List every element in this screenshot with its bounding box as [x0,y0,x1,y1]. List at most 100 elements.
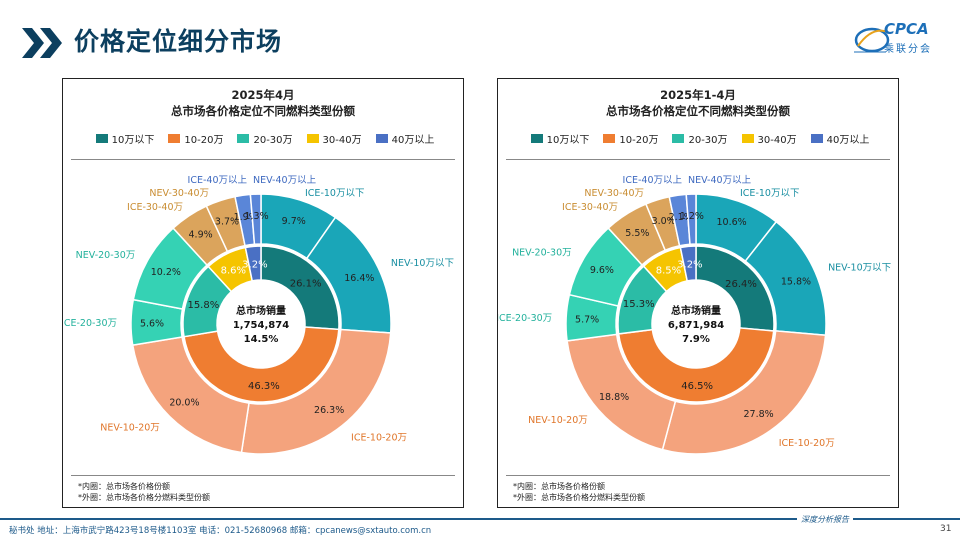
legend-label: 40万以上 [391,135,435,146]
inner-ring-slice [244,245,262,282]
outer-category-label: ICE-40万以上 [188,175,248,186]
legend-swatch [603,134,616,143]
legend-item: 20-30万 [237,131,293,146]
legend-swatch [741,134,754,143]
outer-ring-slice [661,330,827,455]
outer-category-label: ICE-10-20万 [779,438,835,449]
note-outer: *外圈：总市场各价格分燃料类型份额 [78,493,210,502]
outer-slice-label: 5.5% [625,228,649,239]
divider-bottom [71,475,455,476]
center-label: 总市场销量 [671,304,721,317]
outer-category-label: ICE-10万以下 [305,188,364,199]
divider-top [71,159,455,160]
legend-item: 40万以上 [375,131,435,146]
outer-slice-label: 18.8% [599,392,629,403]
outer-slice-label: 1.3% [244,211,268,222]
cpca-logo-icon [854,27,890,53]
legend-swatch [168,134,181,143]
outer-slice-label: 2.1% [669,212,693,223]
outer-category-label: ICE-30-40万 [562,202,618,213]
legend-item: 10万以下 [530,131,590,146]
chart-notes: *内圈：总市场各价格份额 *外圈：总市场各价格分燃料类型份额 [78,481,210,503]
outer-category-label: NEV-40万以上 [253,175,317,186]
outer-slice-label: 9.6% [590,265,614,276]
legend-swatch [530,134,543,143]
legend-item: 30-40万 [306,131,362,146]
legend-swatch [375,134,388,143]
chart-title-line1: 2025年1-4月 [660,88,736,102]
chart-title-line2: 总市场各价格定位不同燃料类型份额 [171,104,355,118]
outer-slice-label: 26.3% [314,405,344,416]
chart-panel-april: 2025年4月 总市场各价格定位不同燃料类型份额 10万以下 10-20万 20… [62,78,464,508]
outer-category-label: ICE-40万以上 [623,175,683,186]
note-inner: *内圈：总市场各价格份额 [78,482,170,491]
inner-slice-label: 15.8% [187,300,219,311]
outer-category-label: ICE-10万以下 [740,188,799,199]
logo-text: CPCA [884,20,929,38]
outer-category-label: NEV-20-30万 [512,247,572,258]
donut-chart-jan-apr: 26.4% 46.5% 15.3% 8.5%3.2% 10.6% ICE-10万以下 15.… [498,175,891,455]
legend-swatch [95,134,108,143]
inner-slice-label: 26.4% [725,279,757,290]
inner-slice-label: 8.5% [656,266,681,277]
inner-slice-label: 46.5% [681,381,713,392]
inner-slice-label: 26.1% [290,278,322,289]
center-value: 6,871,984 [668,320,724,331]
outer-slice-label: 10.2% [151,267,181,278]
logo-subtext: 乘联分会 [884,44,932,55]
legend-swatch [672,134,685,143]
inner-slice-label: 8.6% [221,266,246,277]
legend-label: 30-40万 [322,135,362,146]
legend-item: 10-20万 [168,131,223,146]
inner-slice-label: 3.2% [677,259,702,270]
outer-category-label: NEV-30-40万 [149,188,209,199]
outer-category-label: NEV-40万以上 [688,175,752,186]
legend-label: 40万以上 [826,135,870,146]
inner-slice-label: 15.3% [623,299,655,310]
chart-title-line1: 2025年4月 [231,88,295,102]
outer-slice-label: 3.0% [652,216,676,227]
legend-label: 20-30万 [688,135,728,146]
center-value: 1,754,874 [233,320,289,331]
double-chevron-icon [22,28,62,58]
center-label: 总市场销量 [236,304,286,317]
outer-category-label: NEV-10-20万 [528,415,588,426]
note-outer: *外圈：总市场各价格分燃料类型份额 [513,493,645,502]
center-growth: 7.9% [682,334,710,345]
legend-item: 10-20万 [603,131,658,146]
outer-category-label: ICE-20-30万 [63,318,117,329]
legend-label: 10-20万 [184,135,224,146]
outer-ring-slice [685,193,697,246]
legend-swatch [237,134,250,143]
note-inner: *内圈：总市场各价格份额 [513,482,605,491]
chart-legend: 10万以下 10-20万 20-30万 30-40万 40万以上 [520,131,880,146]
outer-slice-label: 27.8% [744,409,774,420]
outer-slice-label: 15.8% [781,277,811,288]
page-title: 价格定位细分市场 [74,27,283,56]
legend-item: 30-40万 [741,131,797,146]
donut-chart-april: 26.1% 46.3% 15.8% 8.6%3.2% 9.7% ICE-10万以下 16.4… [63,175,454,455]
legend-swatch [306,134,319,143]
outer-slice-label: 5.6% [140,319,164,330]
legend-label: 10万以下 [546,135,590,146]
outer-category-label: NEV-20-30万 [76,250,136,261]
outer-category-label: NEV-10万以下 [828,263,891,274]
legend-label: 20-30万 [253,135,293,146]
legend-label: 30-40万 [757,135,797,146]
legend-item: 20-30万 [672,131,728,146]
outer-category-label: NEV-10-20万 [100,422,160,433]
outer-category-label: NEV-30-40万 [584,188,644,199]
outer-category-label: ICE-20-30万 [498,313,552,324]
outer-slice-label: 3.7% [215,216,239,227]
page-number: 31 [940,524,952,534]
legend-swatch [810,134,823,143]
legend-label: 10万以下 [111,135,155,146]
center-growth: 14.5% [244,334,279,345]
outer-slice-label: 9.7% [282,216,306,227]
page-header: 价格定位细分市场 CPCA 乘联分会 [0,0,960,70]
outer-slice-label: 4.9% [189,229,213,240]
footer-line [0,518,960,520]
divider-top [506,159,890,160]
outer-category-label: ICE-10-20万 [351,432,407,443]
outer-ring-slice [240,328,392,455]
